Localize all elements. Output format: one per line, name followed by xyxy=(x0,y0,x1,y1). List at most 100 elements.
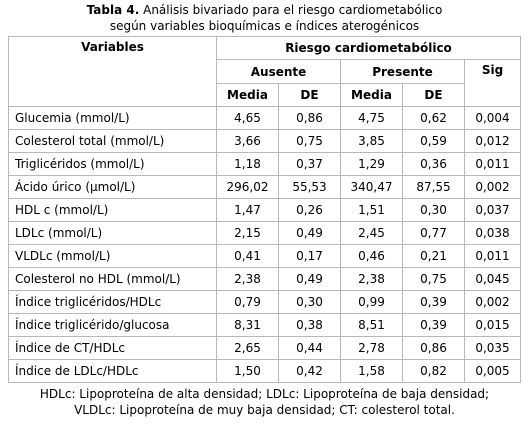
value-cell: 0,002 xyxy=(463,175,522,199)
value-cell: 0,41 xyxy=(216,244,279,268)
value-cell: 0,82 xyxy=(402,359,465,383)
value-cell: 8,51 xyxy=(340,313,403,337)
table-row: Índice de CT/HDLc 2,65 0,44 2,78 0,86 0,035 xyxy=(8,336,522,360)
title-text: Análisis bivariado para el riesgo cardio… xyxy=(143,3,443,17)
value-cell: 296,02 xyxy=(216,175,279,199)
value-cell: 0,004 xyxy=(463,106,522,130)
value-cell: 0,49 xyxy=(278,267,341,291)
value-cell: 1,50 xyxy=(216,359,279,383)
table-row: Colesterol total (mmol/L) 3,66 0,75 3,85 0,5… xyxy=(8,129,522,153)
value-cell: 0,002 xyxy=(463,290,522,314)
value-cell: 0,30 xyxy=(278,290,341,314)
variable-cell: Glucemia (mmol/L) xyxy=(8,106,217,130)
variable-cell: Índice triglicérido/glucosa xyxy=(8,313,217,337)
value-cell: 3,85 xyxy=(340,129,403,153)
value-cell: 2,15 xyxy=(216,221,279,245)
footnote-line: HDLc: Lipoproteína de alta densidad; LDL… xyxy=(39,387,490,401)
value-cell: 1,51 xyxy=(340,198,403,222)
header-cell: DE xyxy=(278,83,341,107)
header-cell: Media xyxy=(340,83,403,107)
table-row: Índice triglicérido/glucosa 8,31 0,38 8,51 0… xyxy=(8,313,522,337)
value-cell: 0,42 xyxy=(278,359,341,383)
value-cell: 0,011 xyxy=(463,152,522,176)
value-cell: 2,38 xyxy=(216,267,279,291)
header-cell: Media xyxy=(216,83,279,107)
title-line: Tabla 4. Análisis bivariado para el ries… xyxy=(0,2,529,18)
variable-cell: Índice de CT/HDLc xyxy=(8,336,217,360)
variable-cell: Índice triglicéridos/HDLc xyxy=(8,290,217,314)
value-cell: 0,26 xyxy=(278,198,341,222)
value-cell: 0,75 xyxy=(278,129,341,153)
value-cell: 1,47 xyxy=(216,198,279,222)
footnote: HDLc: Lipoproteína de alta densidad; LDL… xyxy=(0,386,529,418)
header-cell: Ausente xyxy=(216,59,341,84)
value-cell: 87,55 xyxy=(402,175,465,199)
header-cell: Presente xyxy=(340,59,465,84)
table-row: Glucemia (mmol/L) 4,65 0,86 4,75 0,62 0,004 xyxy=(8,106,522,130)
value-cell: 340,47 xyxy=(340,175,403,199)
value-cell: 0,86 xyxy=(402,336,465,360)
table-row: Índice triglicéridos/HDLc 0,79 0,30 0,99 0,3… xyxy=(8,290,522,314)
value-cell: 4,75 xyxy=(340,106,403,130)
value-cell: 0,37 xyxy=(278,152,341,176)
variable-cell: Colesterol no HDL (mmol/L) xyxy=(8,267,217,291)
table-row: Índice de LDLc/HDLc 1,50 0,42 1,58 0,82 0,005 xyxy=(8,359,522,383)
title-label: Tabla 4. xyxy=(86,3,140,17)
table-row: VLDLc (mmol/L) 0,41 0,17 0,46 0,21 0,011 xyxy=(8,244,522,268)
value-cell: 3,66 xyxy=(216,129,279,153)
value-cell: 2,78 xyxy=(340,336,403,360)
table: Variables Riesgo cardiometabólico Ausent… xyxy=(8,36,522,383)
value-cell: 2,45 xyxy=(340,221,403,245)
table-row: LDLc (mmol/L) 2,15 0,49 2,45 0,77 0,038 xyxy=(8,221,522,245)
value-cell: 0,005 xyxy=(463,359,522,383)
variable-cell: VLDLc (mmol/L) xyxy=(8,244,217,268)
variable-cell: HDL c (mmol/L) xyxy=(8,198,217,222)
value-cell: 1,58 xyxy=(340,359,403,383)
value-cell: 0,21 xyxy=(402,244,465,268)
value-cell: 55,53 xyxy=(278,175,341,199)
variable-cell: Índice de LDLc/HDLc xyxy=(8,359,217,383)
value-cell: 0,035 xyxy=(463,336,522,360)
value-cell: 0,037 xyxy=(463,198,522,222)
value-cell: 0,46 xyxy=(340,244,403,268)
value-cell: 0,49 xyxy=(278,221,341,245)
table-row: Triglicéridos (mmol/L) 1,18 0,37 1,29 0,36 0,… xyxy=(8,152,522,176)
value-cell: 0,015 xyxy=(463,313,522,337)
value-cell: 0,17 xyxy=(278,244,341,268)
table-row: HDL c (mmol/L) 1,47 0,26 1,51 0,30 0,037 xyxy=(8,198,522,222)
value-cell: 0,38 xyxy=(278,313,341,337)
value-cell: 0,36 xyxy=(402,152,465,176)
value-cell: 0,86 xyxy=(278,106,341,130)
value-cell: 0,75 xyxy=(402,267,465,291)
value-cell: 0,59 xyxy=(402,129,465,153)
table-row: Ácido úrico (µmol/L) 296,02 55,53 340,47 87,… xyxy=(8,175,522,199)
table-body: Glucemia (mmol/L) 4,65 0,86 4,75 0,62 0,004 Co… xyxy=(8,106,522,383)
value-cell: 0,79 xyxy=(216,290,279,314)
value-cell: 0,39 xyxy=(402,290,465,314)
value-cell: 0,99 xyxy=(340,290,403,314)
variable-cell: Triglicéridos (mmol/L) xyxy=(8,152,217,176)
value-cell: 0,011 xyxy=(463,244,522,268)
value-cell: 0,30 xyxy=(402,198,465,222)
value-cell: 1,18 xyxy=(216,152,279,176)
header-row: Ausente Presente Sig xyxy=(9,59,522,107)
value-cell: 4,65 xyxy=(216,106,279,130)
table-row: Colesterol no HDL (mmol/L) 2,38 0,49 2,38 0,… xyxy=(8,267,522,291)
value-cell: 0,44 xyxy=(278,336,341,360)
variable-cell: LDLc (mmol/L) xyxy=(8,221,217,245)
header-row: Variables Riesgo cardiometabólico xyxy=(8,36,522,107)
value-cell: 0,77 xyxy=(402,221,465,245)
value-cell: 2,65 xyxy=(216,336,279,360)
footnote-line: VLDLc: Lipoproteína de muy baja densidad… xyxy=(74,403,455,417)
value-cell: 0,62 xyxy=(402,106,465,130)
header-cell: Sig xyxy=(463,59,522,107)
header-cell: Riesgo cardiometabólico xyxy=(215,36,522,60)
value-cell: 1,29 xyxy=(340,152,403,176)
value-cell: 0,39 xyxy=(402,313,465,337)
value-cell: 8,31 xyxy=(216,313,279,337)
title: Tabla 4. Análisis bivariado para el ries… xyxy=(0,0,529,36)
value-cell: 0,012 xyxy=(463,129,522,153)
header-cell: Variables xyxy=(8,36,217,107)
variable-cell: Ácido úrico (µmol/L) xyxy=(8,175,217,199)
